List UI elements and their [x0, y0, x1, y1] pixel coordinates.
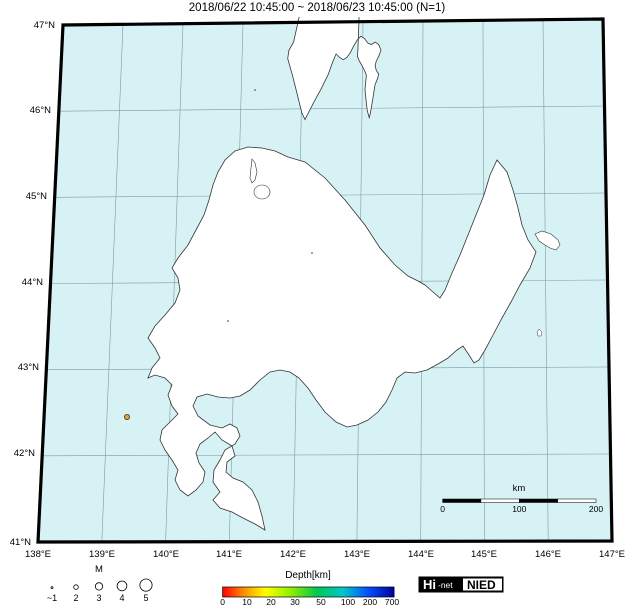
- svg-text:43°N: 43°N: [18, 362, 39, 373]
- svg-text:0: 0: [220, 597, 225, 607]
- svg-text:50: 50: [316, 597, 326, 607]
- svg-text:143°E: 143°E: [344, 549, 370, 560]
- svg-text:42°N: 42°N: [14, 448, 35, 459]
- svg-text:0: 0: [440, 504, 445, 514]
- svg-text:700: 700: [385, 597, 399, 607]
- svg-text:140°E: 140°E: [153, 549, 179, 560]
- svg-text:-net: -net: [438, 580, 453, 590]
- svg-text:~1: ~1: [47, 593, 57, 603]
- svg-text:141°E: 141°E: [216, 549, 242, 560]
- svg-text:5: 5: [143, 593, 148, 603]
- svg-text:142°E: 142°E: [280, 549, 306, 560]
- svg-text:139°E: 139°E: [89, 549, 115, 560]
- svg-text:100: 100: [341, 597, 355, 607]
- svg-text:47°N: 47°N: [34, 20, 55, 31]
- svg-text:46°N: 46°N: [30, 105, 51, 116]
- svg-text:144°E: 144°E: [408, 549, 434, 560]
- svg-text:NIED: NIED: [467, 578, 496, 592]
- svg-text:200: 200: [363, 597, 377, 607]
- svg-text:M: M: [95, 564, 103, 575]
- svg-text:41°N: 41°N: [10, 537, 31, 548]
- svg-text:20: 20: [266, 597, 276, 607]
- svg-text:2018/06/22 10:45:00 ~ 2018/06/: 2018/06/22 10:45:00 ~ 2018/06/23 10:45:0…: [189, 2, 446, 14]
- svg-text:3: 3: [96, 593, 101, 603]
- svg-text:km: km: [513, 483, 526, 494]
- svg-text:147°E: 147°E: [599, 549, 625, 560]
- svg-text:200: 200: [589, 504, 603, 514]
- svg-text:100: 100: [512, 504, 526, 514]
- svg-text:30: 30: [290, 597, 300, 607]
- svg-text:Depth[km]: Depth[km]: [285, 570, 331, 581]
- svg-text:4: 4: [119, 593, 124, 603]
- svg-text:145°E: 145°E: [471, 549, 497, 560]
- svg-text:10: 10: [242, 597, 252, 607]
- svg-text:44°N: 44°N: [22, 277, 43, 288]
- svg-text:138°E: 138°E: [25, 549, 51, 560]
- svg-text:2: 2: [73, 593, 78, 603]
- svg-text:Hi: Hi: [423, 577, 436, 592]
- svg-text:45°N: 45°N: [26, 191, 47, 202]
- svg-text:146°E: 146°E: [535, 549, 561, 560]
